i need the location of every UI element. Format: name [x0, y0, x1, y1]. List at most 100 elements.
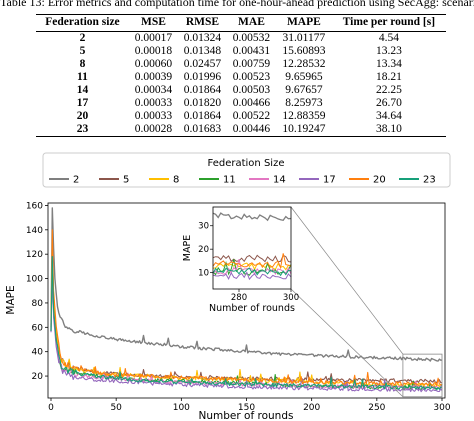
inset-plot: 280 300 10 20 30 Number of rounds MAPE	[182, 206, 299, 314]
table-cell: 0.00017	[134, 32, 173, 44]
table-cell: 13.34	[375, 58, 402, 70]
y-tick-label: 160	[26, 201, 43, 211]
zoom-connector	[290, 288, 404, 398]
inset-y-ticks: 10 20 30	[198, 222, 213, 279]
table-cell: 4.54	[378, 32, 399, 44]
table-cell: 0.00018	[134, 45, 173, 57]
table-cell: 0.02457	[183, 58, 222, 70]
legend-label: 2	[73, 175, 79, 186]
inset-series-line-2	[212, 212, 292, 222]
legend-label: 17	[323, 175, 336, 186]
inset-y-tick-label: 30	[198, 222, 209, 232]
legend-label: 11	[223, 175, 236, 186]
x-axis-ticks: 0 50 100 150 200 250 300	[48, 398, 451, 413]
header-mae: MAE	[226, 14, 276, 32]
inset-y-axis-label: MAPE	[182, 235, 193, 261]
y-tick-label: 140	[26, 226, 43, 236]
table-cell: 38.10	[331, 123, 446, 137]
table-cell: 22.25	[375, 84, 402, 96]
inset-series-line-20	[212, 253, 292, 270]
legend-item: 2	[49, 175, 79, 186]
y-axis-ticks: 20 40 60 80 100 120 140 160	[26, 201, 48, 382]
table-cell: 13.23	[375, 45, 402, 57]
inset-x-tick-label: 300	[283, 293, 299, 303]
table-row: 17 0.00033 0.01820 0.00466 8.25973 26.70	[36, 97, 446, 110]
table-cell: 0.00060	[134, 58, 173, 70]
cell-federation-size: 14	[76, 84, 89, 96]
legend-item: 14	[249, 175, 286, 186]
zoom-connector	[290, 206, 404, 355]
legend-item: 11	[199, 175, 236, 186]
table-cell: 15.60893	[282, 45, 326, 57]
table-cell: 0.00759	[232, 58, 271, 70]
legend: Federation Size 2 5 8 11 14 17 20 23	[42, 152, 451, 188]
cell-federation-size: 2	[79, 32, 86, 44]
table-cell: 0.01324	[183, 32, 222, 44]
series-line-20	[50, 229, 443, 387]
table-cell: 34.64	[375, 110, 402, 122]
y-tick-label: 100	[26, 275, 43, 285]
y-tick-label: 40	[32, 348, 44, 358]
inset-x-axis-label: Number of rounds	[209, 303, 295, 314]
y-tick-label: 20	[32, 372, 44, 382]
table-caption: Table 13: Error metrics and computation …	[0, 0, 474, 9]
inset-x-ticks: 280 300	[231, 289, 299, 303]
table-cell: 12.28532	[282, 58, 326, 70]
table-cell: 0.00039	[134, 71, 173, 83]
legend-item: 23	[399, 175, 436, 186]
table-cell: 0.01996	[183, 71, 222, 83]
series-line-17	[50, 268, 443, 393]
table-cell: 0.00532	[232, 32, 271, 44]
x-axis-label: Number of rounds	[199, 410, 294, 421]
inset-series-lines	[212, 212, 292, 281]
inset-series-line-17	[212, 271, 292, 281]
x-tick-label: 100	[173, 403, 190, 413]
table-cell: 0.00503	[232, 84, 271, 96]
table-cell: 0.00431	[232, 45, 271, 57]
table-row: 11 0.00039 0.01996 0.00523 9.65965 18.21	[36, 71, 446, 84]
inset-y-tick-label: 20	[198, 245, 209, 255]
legend-title: Federation Size	[208, 158, 285, 169]
legend-item: 20	[349, 175, 386, 186]
table-row: 20 0.00033 0.01864 0.00522 12.88359 34.64	[36, 110, 446, 123]
header-rmse: RMSE	[177, 14, 227, 32]
table-row: 2 0.00017 0.01324 0.00532 31.01177 4.54	[36, 32, 446, 46]
legend-label: 8	[173, 175, 179, 186]
table-row: 5 0.00018 0.01348 0.00431 15.60893 13.23	[36, 45, 446, 58]
table-cell: 0.01683	[177, 123, 227, 137]
inset-x-tick-label: 280	[231, 293, 247, 303]
inset-y-tick-label: 10	[198, 269, 209, 279]
y-axis-label: MAPE	[5, 285, 17, 314]
series-line-2	[50, 207, 443, 362]
legend-label: 23	[423, 175, 436, 186]
table-cell: 0.00033	[134, 110, 173, 122]
inset-series-line-23	[212, 267, 292, 277]
y-tick-label: 80	[32, 299, 44, 309]
x-tick-label: 50	[110, 403, 122, 413]
table-cell: 0.01864	[183, 84, 222, 96]
mape-figure: Federation Size 2 5 8 11 14 17 20 23 0 50 100 150 2…	[5, 152, 451, 421]
y-tick-label: 60	[32, 323, 44, 333]
table-cell: 12.88359	[282, 110, 326, 122]
table-cell: 18.21	[375, 71, 402, 83]
table-cell: 0.00034	[134, 84, 173, 96]
legend-item: 5	[99, 175, 129, 186]
inset-series-line-14	[212, 259, 292, 276]
header-time-per-round: Time per round [s]	[331, 14, 446, 32]
legend-label: 5	[123, 175, 129, 186]
metrics-table: Federation size MSE RMSE MAE MAPE Time p…	[36, 14, 446, 137]
inset-frame	[212, 206, 292, 290]
x-tick-label: 300	[433, 403, 450, 413]
legend-item: 17	[299, 175, 336, 186]
series-line-23	[50, 256, 443, 391]
table-cell: 9.67657	[285, 84, 323, 96]
cell-federation-size: 23	[36, 123, 129, 137]
table-header-row: Federation size MSE RMSE MAE MAPE Time p…	[36, 14, 446, 32]
inset-series-line-11	[212, 259, 292, 276]
table-cell: 0.00522	[232, 110, 271, 122]
legend-frame	[42, 152, 451, 188]
zoom-rectangle	[402, 353, 443, 398]
table-row: 8 0.00060 0.02457 0.00759 12.28532 13.34	[36, 58, 446, 71]
series-lines	[50, 207, 443, 393]
